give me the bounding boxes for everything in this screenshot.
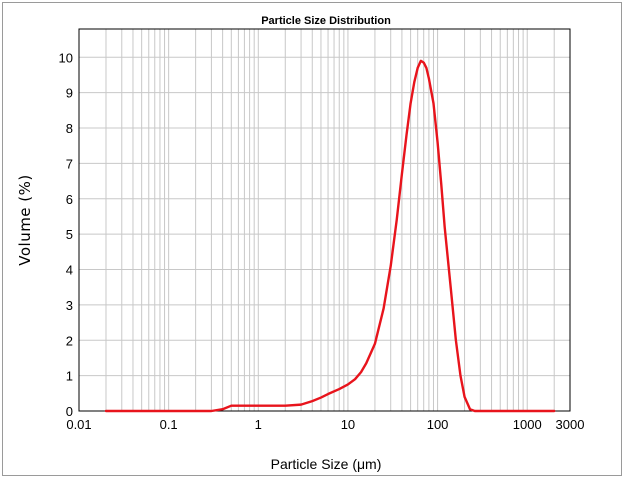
y-tick-label: 6 (66, 192, 73, 207)
x-tick-label: 10 (341, 417, 355, 432)
series-layer (104, 59, 556, 413)
y-tick-label: 9 (66, 86, 73, 101)
x-tick-label: 0.1 (160, 417, 178, 432)
y-tick-label: 3 (66, 298, 73, 313)
y-tick-label: 7 (66, 156, 73, 171)
grid (78, 29, 571, 412)
x-tick-label: 1 (255, 417, 262, 432)
y-tick-label: 10 (59, 50, 73, 65)
chart-title: Particle Size Distribution (261, 15, 391, 27)
y-tick-label: 2 (66, 333, 73, 348)
plot-area-border (78, 28, 571, 412)
y-tick-label: 5 (66, 227, 73, 242)
x-tick-label: 100 (427, 417, 449, 432)
x-tick-label: 0.01 (66, 417, 91, 432)
x-tick-label: 1000 (513, 417, 542, 432)
y-tick-label: 4 (66, 263, 73, 278)
y-tick-label: 8 (66, 121, 73, 136)
x-tick-label: 3000 (556, 417, 585, 432)
y-tick-label: 0 (66, 404, 73, 419)
y-axis-label: Volume (%) (16, 174, 34, 266)
axis-ticks: 0.01 0.1 1 10 100 1000 3000 0 1 2 3 4 5 6 7 8 9 10 (59, 50, 585, 432)
series-line (104, 59, 556, 413)
y-tick-label: 1 (66, 369, 73, 384)
x-axis-label: Particle Size (μm) (271, 456, 382, 472)
